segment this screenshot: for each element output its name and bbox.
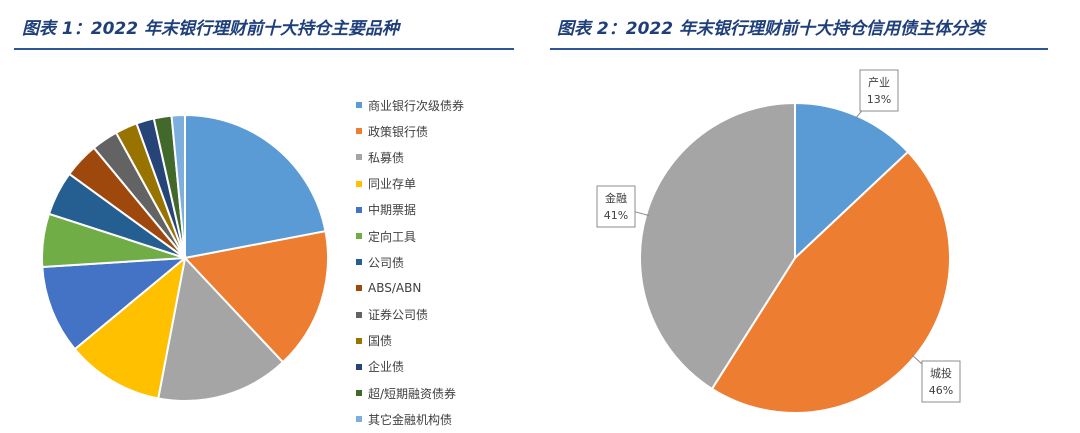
chart-2-title-rule [550, 48, 1048, 50]
chart-2-callout-box [921, 360, 961, 403]
legend-label: 证券公司债 [368, 308, 429, 323]
chart-2-value-label: 13% [867, 93, 891, 106]
chart-1-legend-item: 私募债 [356, 144, 464, 170]
legend-swatch [356, 128, 362, 135]
legend-swatch [356, 259, 362, 266]
chart-2-slice-1 [794, 101, 910, 261]
chart-2-value-label: 41% [604, 209, 628, 222]
chart-1-legend-item: 中期票据 [356, 197, 464, 223]
chart-1-slice-1 [184, 113, 327, 260]
chart-1-slice-3 [157, 255, 285, 402]
chart-2-callout-box [596, 185, 636, 228]
chart-2-title: 图表 2：2022 年末银行理财前十大持仓信用债主体分类 [557, 19, 985, 39]
legend-swatch [356, 390, 362, 397]
legend-label: 商业银行次级债券 [368, 98, 465, 113]
chart-1-legend-item: 证券公司债 [356, 302, 464, 328]
chart-1-slice-13 [170, 113, 186, 259]
chart-1-legend-item: 公司债 [356, 249, 464, 275]
chart-1-title: 图表 1：2022 年末银行理财前十大持仓主要品种 [22, 19, 399, 39]
chart-1-slice-5 [41, 256, 189, 351]
chart-1-legend-item: 政策银行债 [356, 118, 464, 144]
legend-swatch [356, 416, 362, 423]
legend-swatch [356, 233, 362, 240]
legend-swatch [356, 206, 362, 213]
chart-1-legend-item: 企业债 [356, 354, 464, 380]
chart-1-title-rule [14, 48, 514, 50]
legend-label: 超/短期融资债券 [368, 386, 457, 401]
chart-1-legend-item: 超/短期融资债券 [356, 380, 464, 406]
legend-swatch [356, 311, 362, 318]
chart-1-legend-item: 其它金融机构债 [356, 406, 464, 432]
chart-1-legend-item: ABS/ABN [356, 275, 464, 301]
chart-2-category-label: 产业 [868, 75, 890, 89]
legend-label: 其它金融机构债 [368, 412, 453, 427]
legend-swatch [356, 285, 362, 292]
legend-label: 公司债 [368, 255, 405, 270]
chart-1-legend: 商业银行次级债券 政策银行债私募债同业存单中期票据定向工具公司债 ABS/ABN 证券… [356, 92, 464, 432]
chart-2-category-label: 城投 [930, 366, 952, 380]
legend-label: 企业债 [368, 360, 405, 375]
legend-label: ABS/ABN [368, 281, 422, 296]
chart-1-slice-4 [73, 255, 187, 400]
legend-label: 政策银行债 [368, 124, 429, 139]
chart-2-value-label: 46% [929, 384, 953, 397]
legend-swatch [356, 154, 362, 161]
legend-label: 定向工具 [368, 229, 417, 244]
legend-swatch [356, 102, 362, 109]
legend-swatch [356, 337, 362, 344]
legend-swatch [356, 180, 362, 187]
chart-1-slice-2 [183, 230, 329, 364]
chart-1-legend-item: 定向工具 [356, 223, 464, 249]
chart-1-legend-item: 同业存单 [356, 171, 464, 197]
legend-swatch [356, 363, 362, 370]
legend-label: 私募债 [368, 150, 405, 165]
legend-label: 同业存单 [368, 177, 417, 192]
chart-2-category-label: 金融 [605, 191, 627, 205]
chart-1-legend-item: 商业银行次级债券 [356, 92, 464, 118]
legend-label: 国债 [368, 334, 393, 349]
chart-1-legend-item: 国债 [356, 328, 464, 354]
legend-label: 中期票据 [368, 203, 417, 218]
chart-2-callout-box [859, 69, 899, 112]
